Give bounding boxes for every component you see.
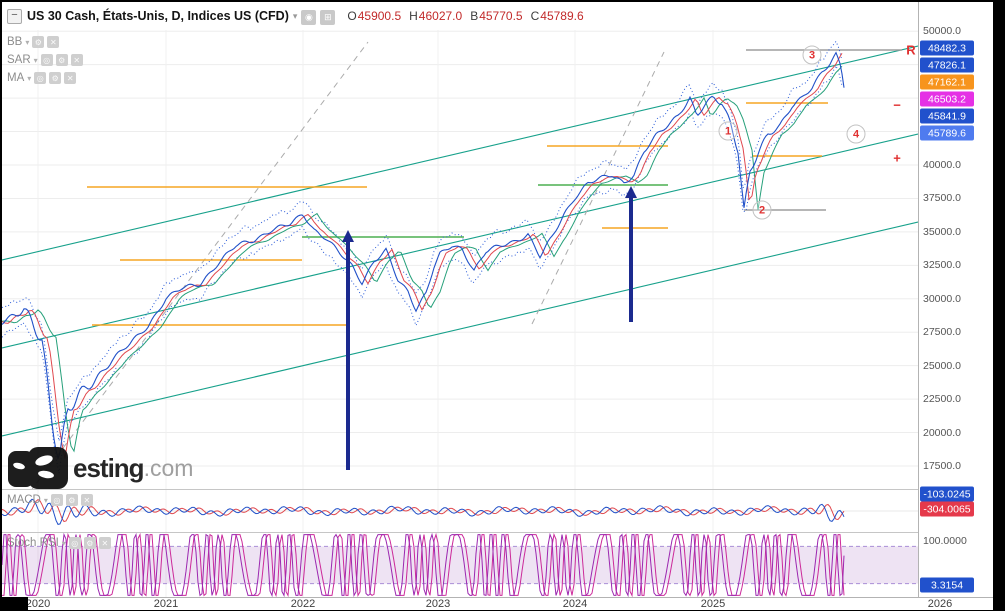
pane-separator[interactable] — [2, 489, 918, 490]
price-badge: 46503.2 — [920, 91, 974, 107]
time-axis-label: 2023 — [425, 598, 451, 610]
time-axis[interactable]: 2020 2021 2022 2023 2024 2025 2026 — [2, 597, 993, 610]
watermark-text: esting — [73, 452, 145, 483]
resistance-label-r[interactable]: R — [906, 42, 916, 58]
ohlc-values: O45900.5 H46027.0 B45770.5 C45789.6 — [347, 9, 591, 23]
stoch-rsi-pane-canvas[interactable] — [2, 532, 918, 597]
indicator-label[interactable]: MACD — [7, 494, 41, 506]
ohlc-label: O — [347, 9, 357, 23]
watermark: esting .com — [8, 446, 193, 490]
wave-label-3[interactable]: 3 — [802, 45, 822, 65]
main-chart-canvas[interactable] — [2, 30, 918, 489]
visibility-icon[interactable]: ◎ — [50, 494, 63, 506]
price-axis-label: 50000.0 — [923, 25, 961, 37]
ohlc-label: B — [470, 9, 479, 23]
price-axis-label: 17500.0 — [923, 460, 961, 472]
close-icon[interactable]: ✕ — [64, 72, 77, 84]
indicator-row-sar[interactable]: SAR ▾ ◎ ⚙ ✕ — [7, 51, 83, 69]
overlay-indicator-legend: BB ▾ ⚙ ✕ SAR ▾ ◎ ⚙ ✕ MA ▾ ◎ ⚙ ✕ — [7, 33, 83, 87]
chart-style-icon[interactable]: ◉ — [301, 10, 317, 25]
indicator-row-ma[interactable]: MA ▾ ◎ ⚙ ✕ — [7, 69, 83, 87]
ohlc-value: 46027.0 — [418, 9, 463, 23]
wave-label-2[interactable]: 2 — [752, 200, 772, 220]
close-icon[interactable]: ✕ — [47, 36, 60, 48]
indicator-label[interactable]: Stoch RSI — [7, 537, 59, 549]
stoch-rsi-legend: Stoch RSI ▾ ◎ ⚙ ✕ — [7, 534, 111, 552]
stoch-value-badge: 3.3154 — [920, 577, 974, 593]
price-axis-label: 32500.0 — [923, 259, 961, 271]
collapse-icon[interactable]: − — [7, 8, 22, 24]
chart-settings-icon[interactable]: ⊞ — [320, 10, 336, 25]
ohlc-label: C — [530, 9, 540, 23]
indicator-label[interactable]: MA — [7, 72, 25, 84]
macd-value-badge: -304.0065 — [920, 501, 974, 517]
price-badge: 47162.1 — [920, 74, 974, 90]
ohlc-value: 45770.5 — [479, 9, 523, 23]
price-axis-label: 20000.0 — [923, 427, 961, 439]
stoch-scale-label: 100.0000 — [923, 535, 967, 547]
chevron-down-icon[interactable]: ▾ — [292, 10, 298, 21]
indicator-label[interactable]: BB — [7, 36, 23, 48]
header-icons: ◉ ⊞ — [297, 7, 336, 25]
chart-annotations: 1 2 3 4 R − + — [2, 2, 993, 597]
settings-icon[interactable]: ⚙ — [83, 537, 96, 549]
ohlc-label: H — [409, 9, 418, 23]
macd-legend: MACD ▾ ◎ ⚙ ✕ — [7, 491, 93, 509]
macd-value-badge: -103.0245 — [920, 486, 974, 502]
indicator-label[interactable]: SAR — [7, 54, 31, 66]
window-corner-block — [0, 597, 28, 611]
pane-separator[interactable] — [2, 532, 918, 533]
indicator-row-bb[interactable]: BB ▾ ⚙ ✕ — [7, 33, 83, 51]
plus-marker[interactable]: + — [893, 150, 901, 166]
close-icon[interactable]: ✕ — [98, 537, 111, 549]
chevron-down-icon[interactable]: ▾ — [43, 495, 48, 505]
close-icon[interactable]: ✕ — [70, 54, 83, 66]
price-badge: 48482.3 — [920, 40, 974, 56]
settings-icon[interactable]: ⚙ — [55, 54, 68, 66]
indicator-row-macd[interactable]: MACD ▾ ◎ ⚙ ✕ — [7, 491, 93, 509]
time-axis-label: 2020 — [25, 598, 51, 610]
visibility-icon[interactable]: ◎ — [68, 537, 81, 549]
symbol-title[interactable]: US 30 Cash, États-Unis, D, Indices US (C… — [27, 9, 289, 23]
time-axis-label: 2024 — [562, 598, 588, 610]
watermark-text-suffix: .com — [143, 454, 194, 481]
visibility-icon[interactable]: ◎ — [34, 72, 47, 84]
price-axis-label: 37500.0 — [923, 192, 961, 204]
ohlc-value: 45789.6 — [540, 9, 584, 23]
chevron-down-icon[interactable]: ▾ — [27, 73, 32, 83]
time-axis-label: 2025 — [700, 598, 726, 610]
price-badge: 45789.6 — [920, 125, 974, 141]
minus-marker[interactable]: − — [893, 97, 901, 113]
chevron-down-icon[interactable]: ▾ — [61, 538, 66, 548]
visibility-icon[interactable]: ◎ — [40, 54, 53, 66]
logo-bull-shape — [28, 447, 68, 489]
price-axis-label: 35000.0 — [923, 226, 961, 238]
time-axis-label: 2022 — [290, 598, 316, 610]
price-scale[interactable]: 50000.0 40000.0 37500.0 35000.0 32500.0 30000… — [918, 2, 993, 597]
time-axis-label: 2021 — [153, 598, 179, 610]
price-axis-label: 30000.0 — [923, 293, 961, 305]
close-icon[interactable]: ✕ — [80, 494, 93, 506]
investing-logo-icon — [8, 446, 70, 490]
time-axis-label: 2026 — [927, 598, 953, 610]
wave-label-1[interactable]: 1 — [718, 121, 738, 141]
wave-label-4[interactable]: 4 — [846, 124, 866, 144]
price-axis-label: 40000.0 — [923, 159, 961, 171]
price-badge: 47826.1 — [920, 57, 974, 73]
price-axis-label: 27500.0 — [923, 326, 961, 338]
price-axis-label: 22500.0 — [923, 393, 961, 405]
chevron-down-icon[interactable]: ▾ — [33, 55, 38, 65]
indicator-row-stoch-rsi[interactable]: Stoch RSI ▾ ◎ ⚙ ✕ — [7, 534, 111, 552]
macd-pane-canvas[interactable] — [2, 489, 918, 532]
price-badge: 45841.9 — [920, 108, 974, 124]
settings-icon[interactable]: ⚙ — [65, 494, 78, 506]
ohlc-value: 45900.5 — [357, 9, 402, 23]
chevron-down-icon[interactable]: ▾ — [25, 37, 30, 47]
settings-icon[interactable]: ⚙ — [49, 72, 62, 84]
settings-icon[interactable]: ⚙ — [32, 36, 45, 48]
chart-header: − US 30 Cash, États-Unis, D, Indices US … — [7, 7, 592, 25]
price-axis-label: 25000.0 — [923, 360, 961, 372]
